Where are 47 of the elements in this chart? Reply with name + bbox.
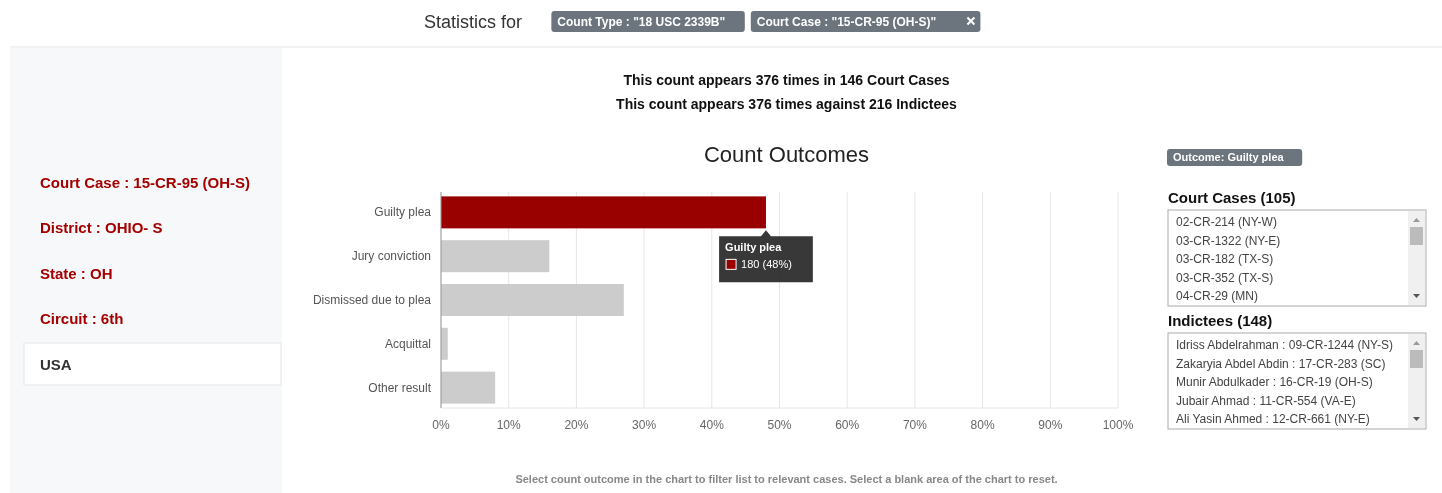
text: USA [40, 356, 72, 373]
bar [441, 284, 624, 316]
text: Munir Abdulkader : 16-CR-19 (OH-S) [1176, 375, 1373, 389]
text: 03-CR-182 (TX-S) [1176, 252, 1274, 266]
text: Statistics for [424, 12, 523, 32]
text: This count appears 376 times in 146 Court Cases [623, 72, 950, 88]
annotation: 180 (48%) [741, 258, 792, 271]
x-tick-label: 60% [835, 418, 860, 432]
text: Select count outcome in the chart to filter list to relevant cases. Select a blank area of the chart to reset. [515, 473, 1058, 485]
bar [441, 240, 550, 273]
x-tick-label: 40% [699, 418, 725, 432]
y-tick-label: Jury conviction [351, 249, 431, 264]
text: 02-CR-214 (NY-W) [1176, 215, 1277, 229]
text: Count Type : "18 USC 2339B" [557, 14, 726, 29]
x-tick-label: 20% [564, 418, 589, 432]
bar [441, 371, 496, 404]
y-tick-label: Other result [368, 380, 432, 395]
text: Outcome: Guilty plea [1173, 151, 1285, 164]
y-tick-label: Guilty plea [374, 205, 432, 220]
text: Court Cases (105) [1168, 189, 1296, 206]
text: Court Case : "15-CR-95 (OH-S)" [756, 14, 937, 29]
text: Ali Yasin Ahmed : 12-CR-661 (NY-E) [1176, 412, 1370, 426]
text: Indictees (148) [1168, 312, 1273, 329]
text: 03-CR-1322 (NY-E) [1176, 233, 1281, 248]
text: 03-CR-352 (TX-S) [1176, 270, 1274, 285]
text: This count appears 376 times against 216 Indictees [616, 96, 958, 112]
x-tick-label: 90% [1038, 418, 1063, 432]
x-tick-label: 10% [496, 418, 522, 432]
x-tick-label: 100% [1102, 418, 1134, 432]
text: Jubair Ahmad : 11-CR-554 (VA-E) [1176, 393, 1356, 408]
text: Zakaryia Abdel Abdin : 17-CR-283 (SC) [1176, 356, 1386, 371]
text: 04-CR-29 (MN) [1176, 289, 1259, 303]
x-tick-label: 30% [632, 418, 657, 432]
y-tick-label: Acquittal [384, 336, 431, 351]
text: Circuit : 6th [40, 309, 124, 327]
x-tick-label: 70% [902, 418, 928, 432]
text: Court Case : 15-CR-95 (OH-S) [40, 174, 251, 191]
x-tick-label: 0% [432, 418, 450, 432]
x-tick-label: 50% [767, 418, 792, 432]
text: District : OHIO- S [40, 219, 163, 237]
bar [441, 196, 766, 229]
chart-title: Count Outcomes [703, 142, 870, 167]
text: State : OH [40, 264, 113, 282]
text: Idriss Abdelrahman : 09-CR-1244 (NY-S) [1176, 338, 1393, 352]
y-tick-label: Dismissed due to plea [312, 293, 432, 307]
annotation: Guilty plea [725, 241, 783, 254]
x-tick-label: 80% [970, 418, 995, 432]
